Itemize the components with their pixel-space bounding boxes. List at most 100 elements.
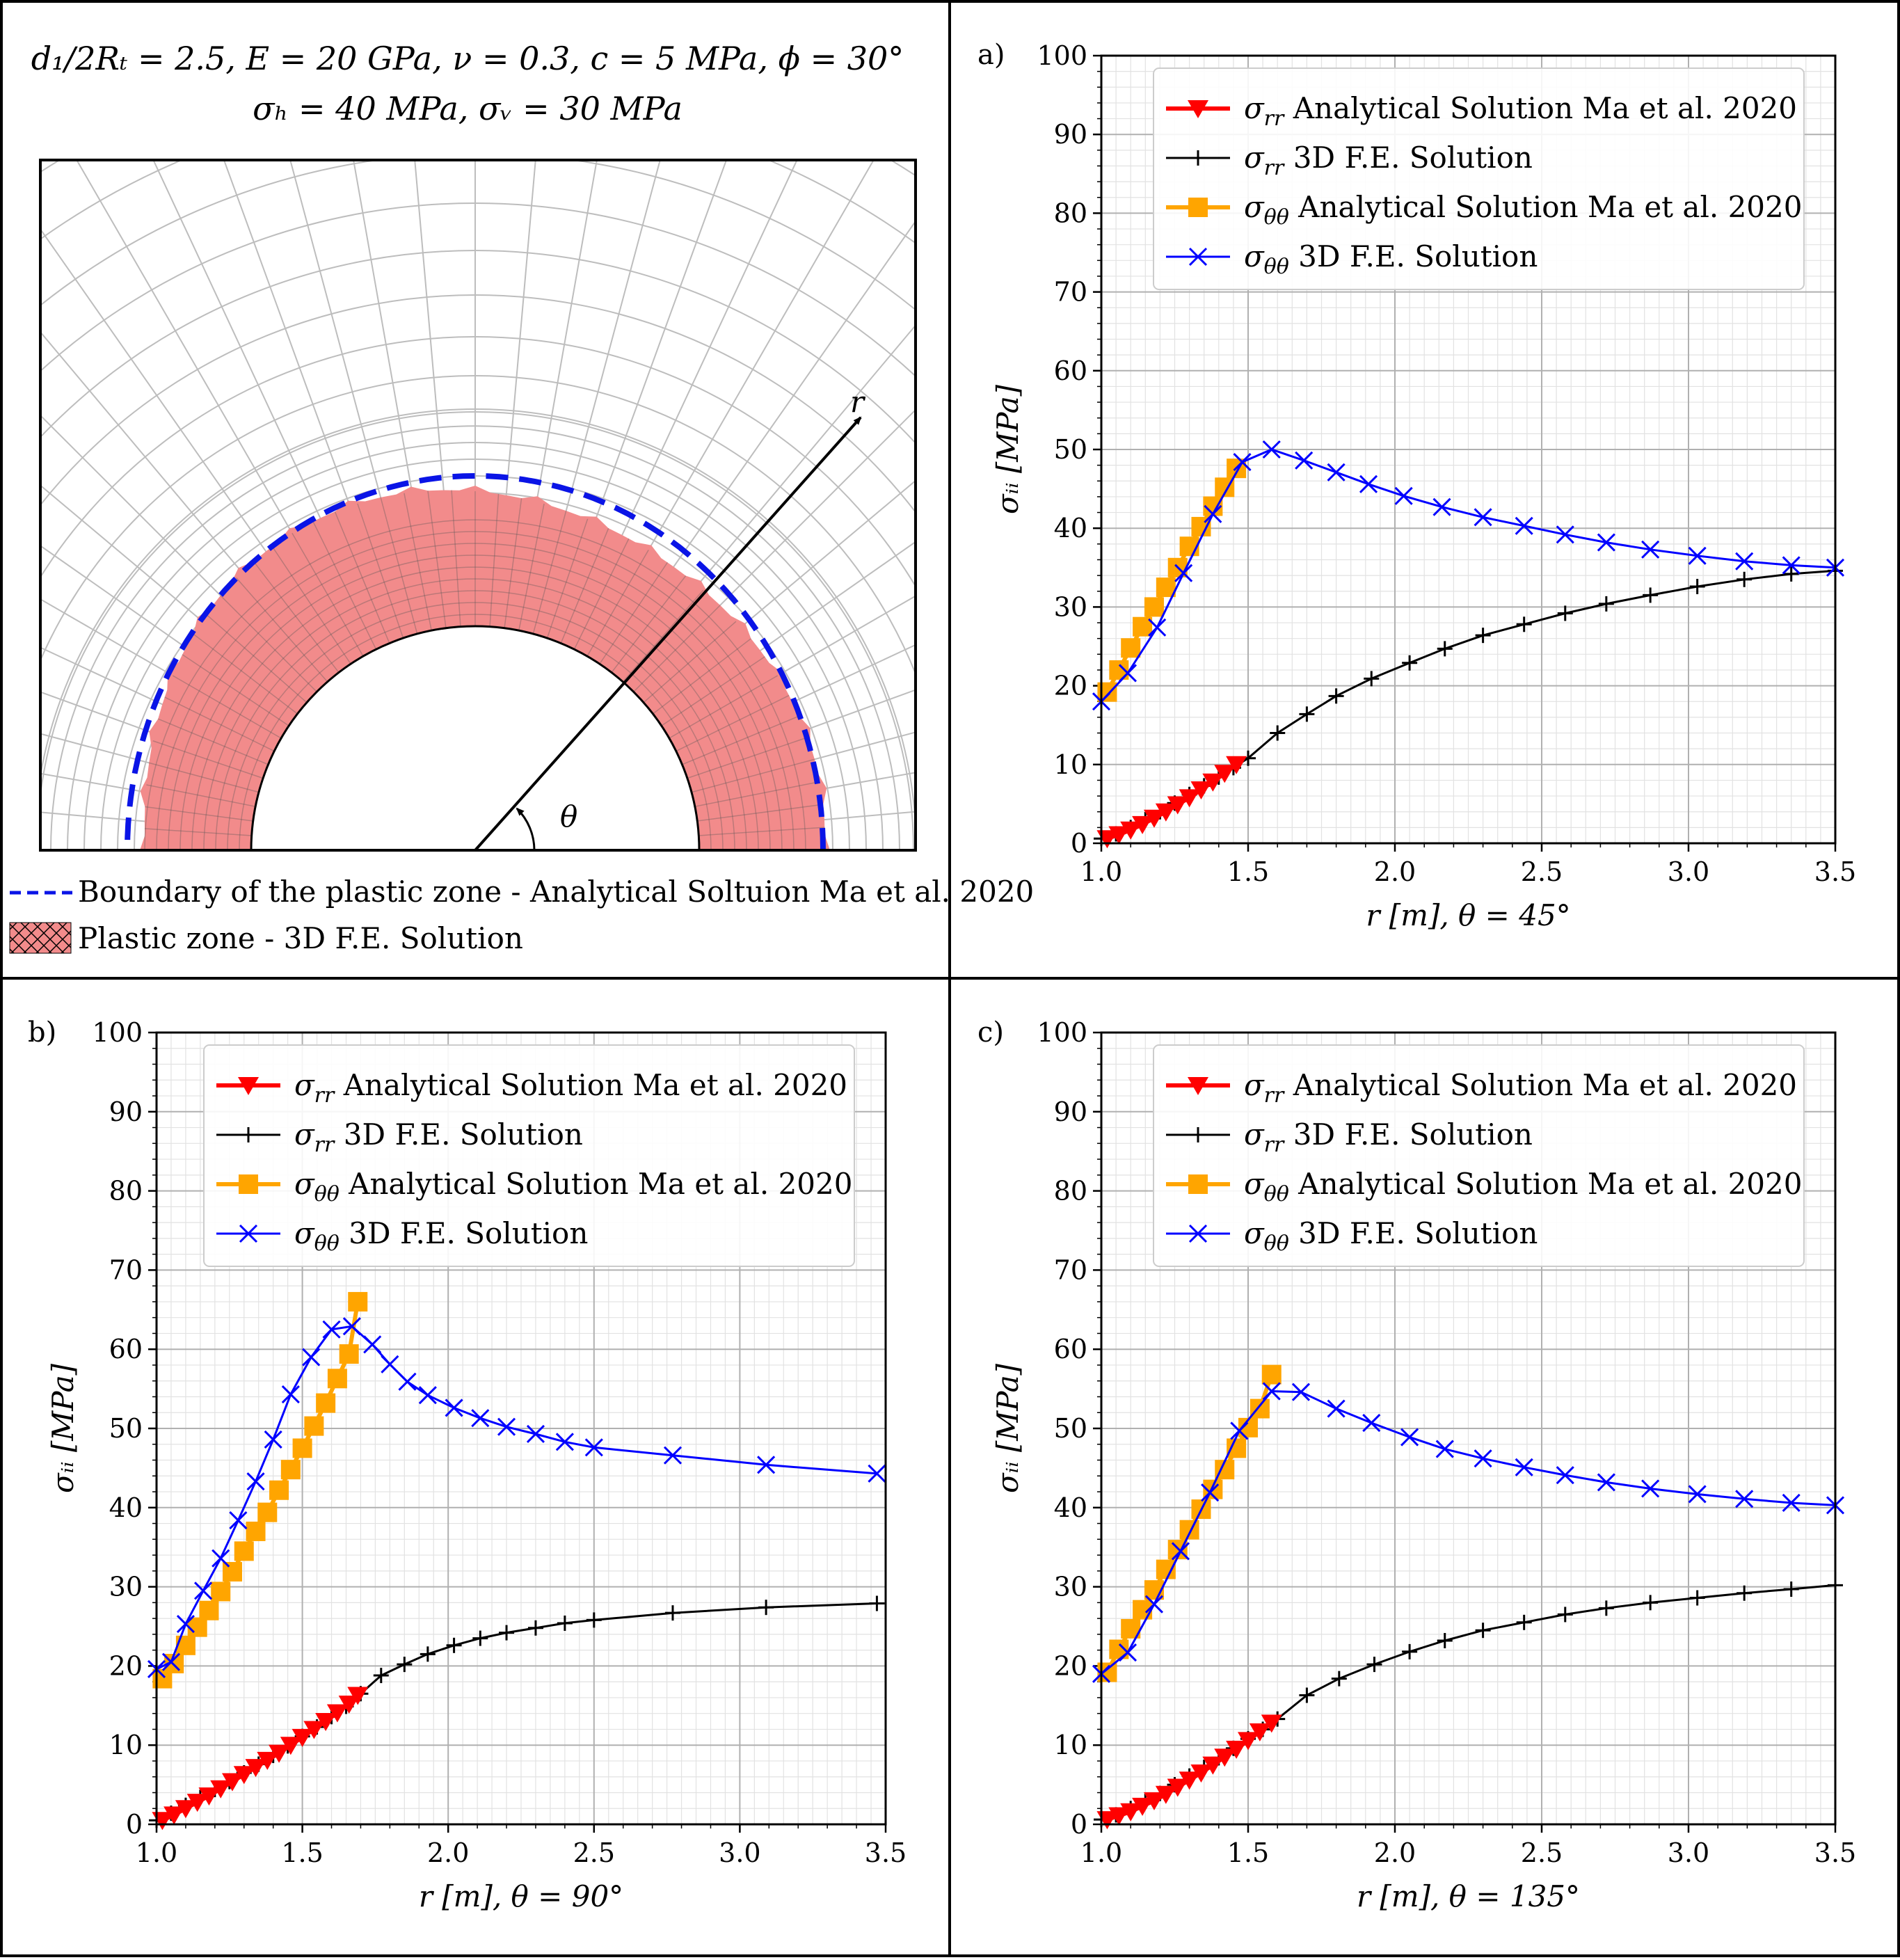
legend-subscript: rr [1264, 156, 1285, 180]
y-tick-label: 30 [1054, 591, 1087, 622]
square-marker [1227, 1438, 1247, 1458]
x-tick-label: 3.5 [1814, 856, 1856, 887]
plastic-mesh-spoke [334, 511, 390, 644]
mesh-spoke [632, 408, 916, 693]
x-marker [1118, 664, 1137, 683]
plastic-mesh-ring [156, 531, 795, 850]
legend-symbol: σ [294, 1068, 315, 1102]
plastic-mesh-spoke [653, 638, 751, 715]
x-marker [584, 1438, 603, 1457]
plastic-mesh-spoke [451, 490, 461, 627]
x-marker [176, 1615, 195, 1634]
legend-label: σθθ Analytical Solution Ma et al. 2020 [1244, 190, 1802, 230]
mesh-spoke [602, 220, 916, 667]
square-marker [222, 1561, 242, 1581]
triangle-marker [210, 1780, 232, 1799]
x-marker [281, 1385, 300, 1404]
y-tick-label: 20 [1054, 1650, 1087, 1681]
x-tick-label: 3.0 [1668, 856, 1709, 887]
plastic-legend-hatch [9, 922, 72, 954]
x-marker [526, 1424, 545, 1444]
legend-subscript: θθ [1264, 1182, 1289, 1206]
triangle-marker [1226, 1740, 1247, 1759]
legend-text: Analytical Solution Ma et al. 2020 [334, 1068, 847, 1102]
triangle-marker [175, 1800, 196, 1819]
x-marker [1597, 1473, 1615, 1492]
mesh-spoke [646, 479, 916, 707]
legend-entry-srr_an: σrr Analytical Solution Ma et al. 2020 [216, 1068, 847, 1108]
triangle-marker [347, 1687, 369, 1705]
mesh-spoke [669, 595, 916, 739]
mesh-spoke [152, 160, 381, 648]
triangle-marker [233, 1766, 255, 1785]
legend: σrr Analytical Solution Ma et al. 2020 σr… [1153, 67, 1805, 290]
x-tick-label: 2.5 [1521, 856, 1563, 887]
x-marker [1782, 1493, 1801, 1513]
x-axis-label: r [m], θ = 90° [419, 1879, 623, 1913]
legend-symbol: σ [294, 1216, 315, 1250]
x-tick-label: 2.0 [427, 1838, 469, 1868]
x-marker [1188, 1224, 1208, 1243]
x-marker [1188, 247, 1208, 266]
y-tick-label: 0 [126, 1809, 143, 1840]
triangle-marker [1202, 1756, 1224, 1775]
triangle-marker [1188, 100, 1208, 118]
square-marker [257, 1502, 278, 1522]
legend-label: σrr Analytical Solution Ma et al. 2020 [1244, 91, 1797, 131]
mesh-spoke [40, 330, 332, 679]
triangle-marker [1108, 1807, 1130, 1826]
y-axis-label: σᵢᵢ [MPa] [991, 384, 1025, 514]
triangle-marker [163, 1806, 185, 1825]
triangle-marker [1214, 765, 1236, 783]
x-tick-label: 2.5 [573, 1838, 615, 1868]
x-marker [1394, 486, 1413, 505]
legend-text: 3D F.E. Solution [1289, 239, 1538, 273]
plastic-mesh-spoke [676, 694, 790, 752]
x-marker [1515, 1458, 1533, 1476]
mesh-spoke [40, 414, 318, 693]
mesh-spoke [513, 160, 598, 630]
legend-subscript: θθ [314, 1232, 340, 1256]
legend-entry-srr_fe: σrr 3D F.E. Solution [1166, 141, 1533, 180]
triangle-marker [303, 1721, 325, 1739]
y-tick-label: 80 [1054, 198, 1087, 228]
legend-label: σθθ 3D F.E. Solution [1244, 1216, 1538, 1256]
triangle-marker [1190, 781, 1212, 800]
plastic-mesh-ring [144, 519, 806, 850]
square-marker [292, 1438, 312, 1458]
x-tick-label: 3.5 [1814, 1838, 1856, 1868]
header-line-1: d₁/2Rₜ = 2.5, E = 20 GPa, ν = 0.3, c = 5… [31, 40, 904, 77]
triangle-marker [1188, 1077, 1208, 1095]
x-marker [239, 1224, 258, 1243]
x-marker [1291, 1383, 1311, 1401]
plastic-mesh-spoke [157, 718, 269, 765]
x-marker [1641, 1479, 1660, 1498]
square-marker [1261, 1364, 1282, 1385]
x-marker [445, 1399, 463, 1417]
y-tick-label: 40 [1054, 513, 1087, 543]
chart-1: 1.0 1.5 2.0 2.5 3.0 3.5 0 10 20 30 40 50 60 70 80 90 100… [28, 1017, 907, 1913]
x-marker [1233, 453, 1252, 472]
y-tick-label: 30 [1054, 1572, 1087, 1602]
square-marker [1179, 1520, 1199, 1540]
chart-0: 1.0 1.5 2.0 2.5 3.0 3.5 0 10 20 30 40 50 60 70 80 90 100… [977, 39, 1856, 932]
triangle-marker [238, 1077, 259, 1095]
legend-symbol: σ [1244, 190, 1265, 224]
x-marker [757, 1456, 776, 1474]
x-marker [1118, 1643, 1137, 1662]
mesh-spoke [76, 160, 364, 657]
x-marker [1688, 546, 1707, 565]
plastic-mesh-spoke [312, 521, 377, 650]
x-marker [1201, 1483, 1220, 1502]
y-tick-label: 80 [109, 1176, 143, 1206]
legend-text: Analytical Solution Ma et al. 2020 [1284, 1068, 1797, 1102]
triangle-marker [1190, 1764, 1212, 1783]
plastic-zone-mesh [144, 490, 825, 850]
legend-symbol: σ [1244, 1068, 1265, 1102]
x-tick-label: 3.0 [1668, 1838, 1709, 1868]
triangle-marker [1143, 809, 1165, 828]
triangle-marker [280, 1737, 301, 1755]
y-tick-label: 20 [1054, 671, 1087, 701]
plastic-mesh-spoke [586, 550, 649, 657]
square-marker [280, 1460, 301, 1480]
